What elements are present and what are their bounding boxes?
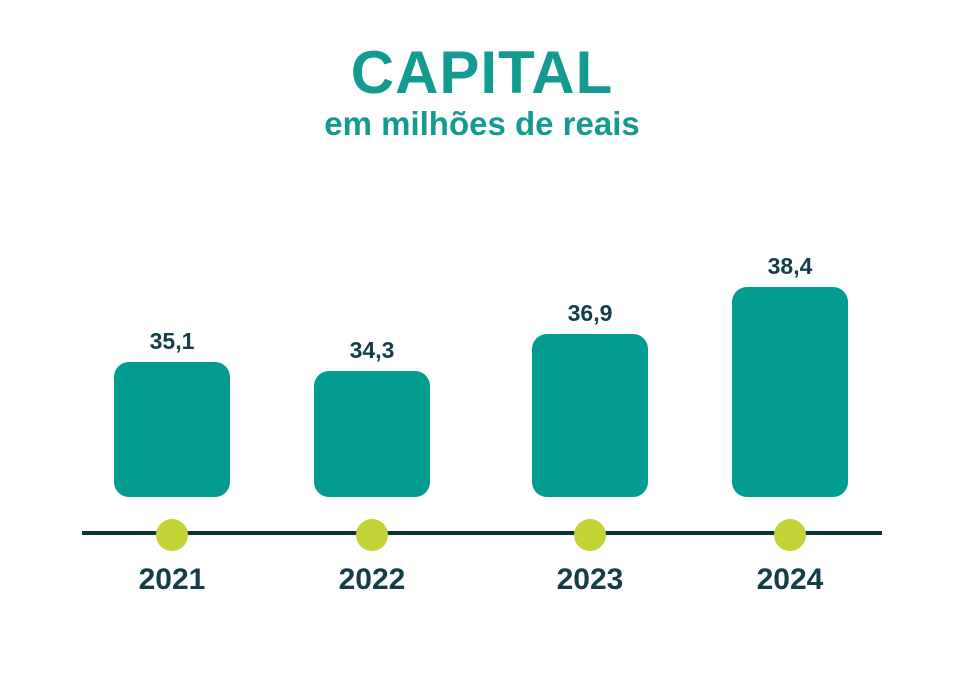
axis-dot-icon <box>356 519 388 551</box>
chart-title: CAPITAL <box>350 39 614 106</box>
year-label: 2023 <box>556 563 624 596</box>
axis-dot-icon <box>774 519 806 551</box>
chart-subtitle: em milhões de reais <box>324 105 640 142</box>
bar <box>532 334 648 497</box>
bar-value-label: 36,9 <box>567 300 613 326</box>
x-axis-line <box>82 531 882 535</box>
axis-dot-icon <box>574 519 606 551</box>
bar <box>732 287 848 497</box>
chart-header: CAPITAL em milhões de reais <box>0 42 964 142</box>
year-label: 2024 <box>756 563 824 596</box>
bar-value-label: 35,1 <box>149 328 195 354</box>
bar-value-label: 38,4 <box>767 253 813 279</box>
year-label: 2021 <box>138 563 206 596</box>
bar-value-label: 34,3 <box>349 337 395 363</box>
bar <box>114 362 230 497</box>
bar <box>314 371 430 497</box>
axis-dot-icon <box>156 519 188 551</box>
year-label: 2022 <box>338 563 406 596</box>
